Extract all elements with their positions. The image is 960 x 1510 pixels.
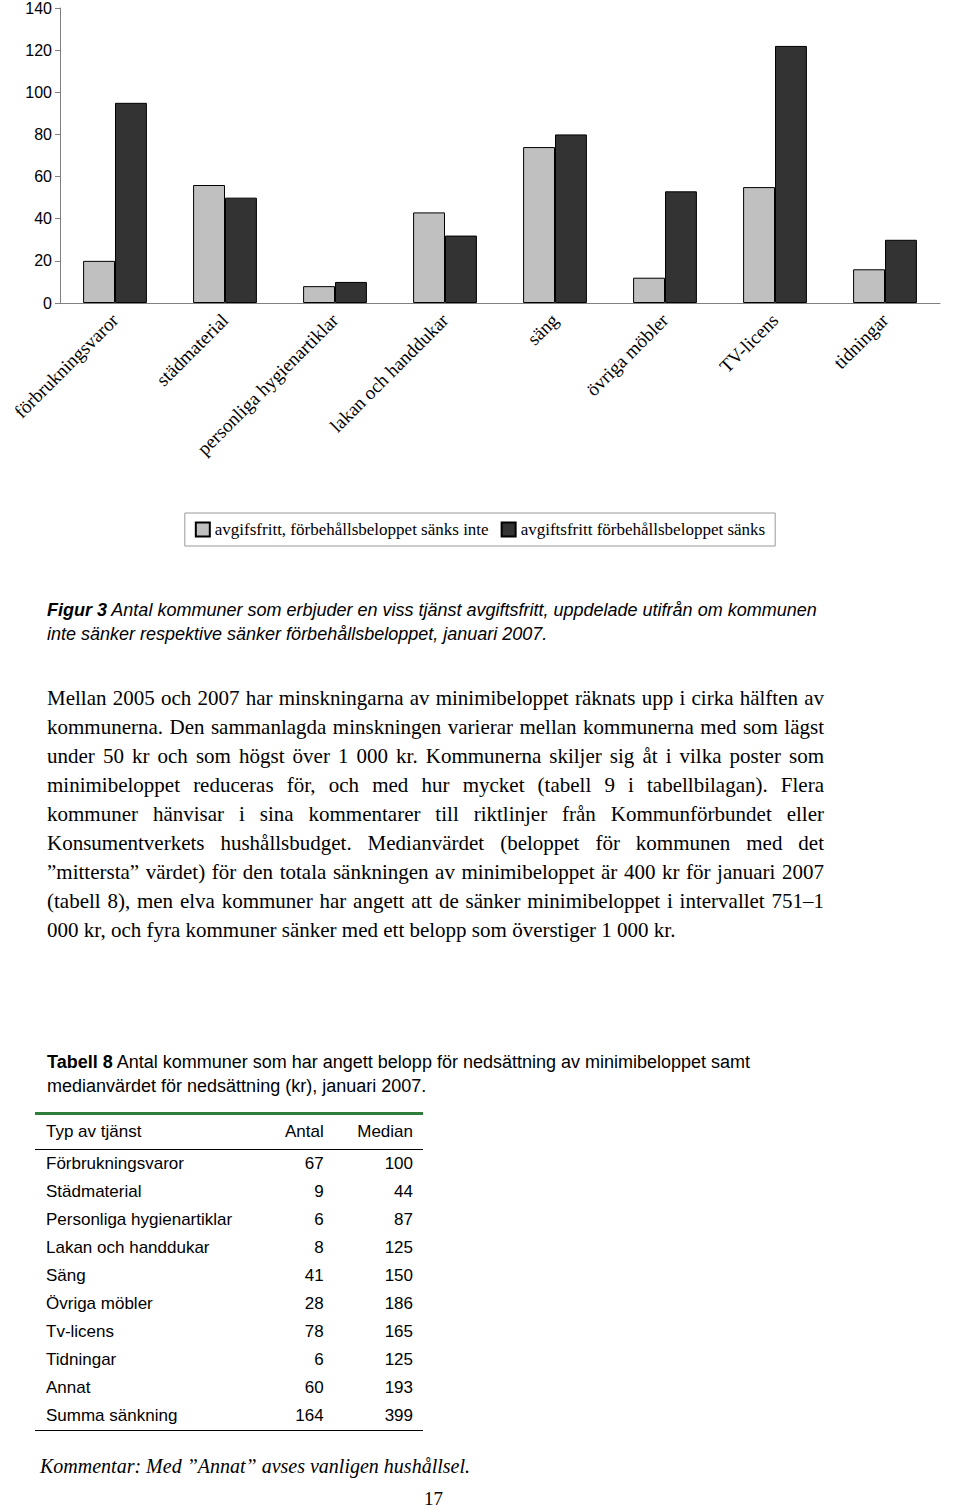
html-text:44: 44 [394,1182,413,1201]
html-text:Figur 3 Antal kommuner som erb: Figur 3 Antal kommuner som erbjuder en v… [47,600,817,644]
html-text:125: 125 [384,1238,413,1257]
html-text:Annat: Annat [46,1378,91,1397]
html-text:186: 186 [384,1294,413,1313]
html-text:Övriga möbler: Övriga möbler [46,1294,153,1313]
html-text:Förbrukningsvaror: Förbrukningsvaror [46,1154,184,1173]
svg-text:120: 120 [25,42,52,59]
svg-text:tidningar: tidningar [829,309,893,373]
svg-text:avgiftsfritt förbehållsbeloppe: avgiftsfritt förbehållsbeloppet sänks [521,520,766,539]
svg-text:20: 20 [34,252,52,269]
html-text:87: 87 [394,1210,413,1229]
html-text:Säng: Säng [46,1266,86,1285]
svg-text:övriga möbler: övriga möbler [582,309,673,400]
html-text:Tidningar: Tidningar [46,1350,117,1369]
svg-text:40: 40 [34,210,52,227]
html-text:8: 8 [314,1238,324,1257]
html-text:6: 6 [314,1350,324,1369]
html-text:164: 164 [295,1406,324,1425]
html-text:399: 399 [384,1406,413,1425]
html-text:Median: Median [357,1122,413,1141]
html-text:100: 100 [384,1154,413,1173]
html-text:17: 17 [424,1488,443,1509]
svg-text:avgifsfritt, förbehållsbeloppe: avgifsfritt, förbehållsbeloppet sänks in… [215,520,489,539]
svg-text:140: 140 [25,0,52,17]
html-text:165: 165 [384,1322,413,1341]
html-text:Summa sänkning: Summa sänkning [46,1406,178,1425]
html-text:28: 28 [304,1294,324,1313]
html-text:9: 9 [314,1182,324,1201]
svg-text:säng: säng [523,309,563,349]
html-text:41: 41 [304,1266,324,1285]
html-text:Mellan 2005 och 2007 har minsk: Mellan 2005 och 2007 har minskningarna a… [47,686,824,942]
html-text:Städmaterial: Städmaterial [46,1182,142,1201]
html-text:Antal: Antal [285,1122,324,1141]
html-text:Kommentar: Med ”Annat” avses v: Kommentar: Med ”Annat” avses vanligen hu… [40,1455,470,1477]
svg-text:städmaterial: städmaterial [152,310,232,390]
html-text:150: 150 [384,1266,413,1285]
html-text:Tv-licens: Tv-licens [46,1322,114,1341]
html-text:78: 78 [304,1322,324,1341]
html-text:Tabell 8 Antal kommuner som ha: Tabell 8 Antal kommuner som har angett b… [47,1052,751,1096]
svg-text:0: 0 [43,295,52,312]
html-text:Typ av tjänst: Typ av tjänst [46,1122,142,1141]
html-text:67: 67 [304,1154,324,1173]
svg-text:100: 100 [25,84,52,101]
html-text:125: 125 [384,1350,413,1369]
svg-text:80: 80 [34,126,52,143]
html-text:Lakan och handdukar: Lakan och handdukar [46,1238,210,1257]
svg-text:60: 60 [34,168,52,185]
svg-text:personliga hygienartiklar: personliga hygienartiklar [193,309,343,459]
svg-text:lakan och handdukar: lakan och handdukar [326,309,453,436]
html-text:193: 193 [384,1378,413,1397]
html-text:Personliga hygienartiklar: Personliga hygienartiklar [46,1210,233,1229]
svg-text:förbrukningsvaror: förbrukningsvaror [10,309,123,422]
html-text:6: 6 [314,1210,324,1229]
html-text:60: 60 [304,1378,324,1397]
svg-text:TV-licens: TV-licens [715,310,782,377]
